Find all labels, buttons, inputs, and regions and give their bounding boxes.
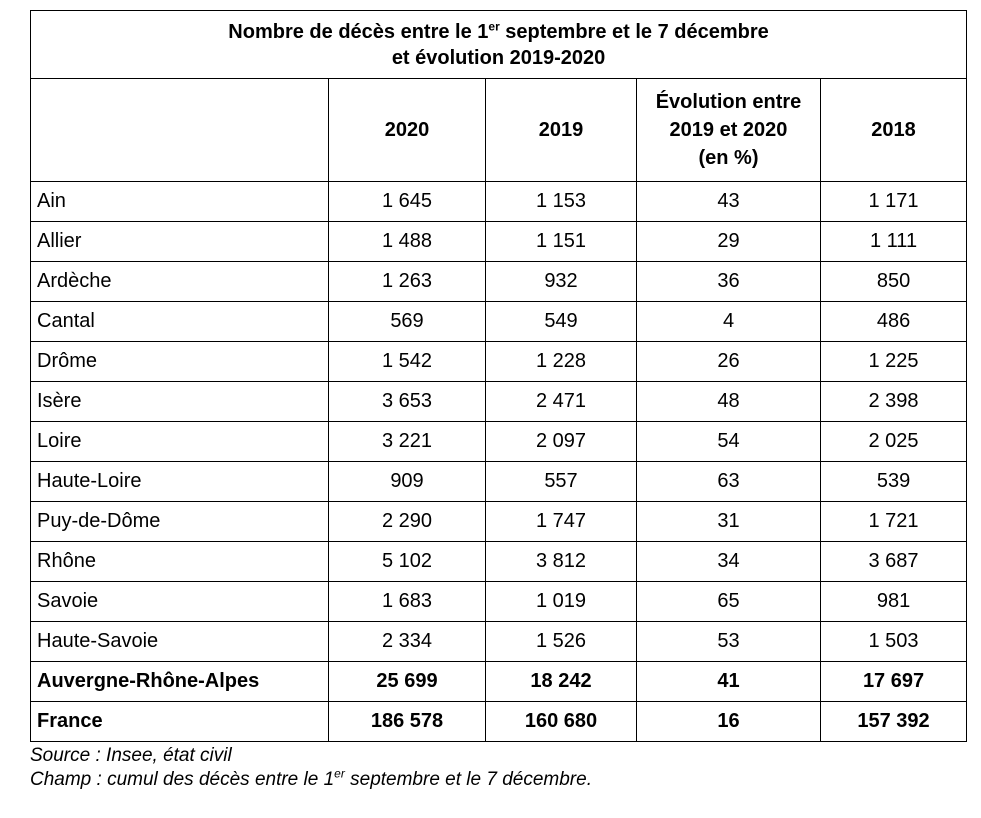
table-row: Allier 1 488 1 151 29 1 111 — [30, 221, 968, 262]
table-cell: 1 151 — [485, 221, 637, 262]
row-label: Rhône — [30, 541, 329, 582]
row-label: Cantal — [30, 301, 329, 342]
row-label: Isère — [30, 381, 329, 422]
table-cell: 1 747 — [485, 501, 637, 542]
deaths-table: Nombre de décès entre le 1er septembre e… — [29, 10, 968, 742]
table-cell: 53 — [636, 621, 821, 662]
table-cell: 486 — [819, 301, 968, 342]
table-cell: 4 — [636, 301, 821, 342]
header-2018: 2018 — [819, 78, 968, 182]
table-cell: 557 — [485, 461, 637, 502]
table-title: Nombre de décès entre le 1er septembre e… — [29, 10, 968, 79]
table-cell: 1 542 — [328, 341, 486, 382]
table-cell: 2 290 — [328, 501, 486, 542]
table-row: Cantal 569 549 4 486 — [30, 301, 968, 342]
table-cell: 1 228 — [485, 341, 637, 382]
row-label: Ardèche — [30, 261, 329, 302]
table-body: Ain 1 645 1 153 43 1 171 Allier 1 488 1 151 29 1 … — [30, 181, 968, 742]
table-cell: 16 — [636, 701, 821, 742]
total-row: Auvergne-Rhône-Alpes 25 699 18 242 41 17 697 — [30, 661, 968, 702]
table-row: Ardèche 1 263 932 36 850 — [30, 261, 968, 302]
table-cell: 3 221 — [328, 421, 486, 462]
table-cell: 549 — [485, 301, 637, 342]
table-cell: 3 653 — [328, 381, 486, 422]
table-cell: 2 097 — [485, 421, 637, 462]
table-cell: 25 699 — [328, 661, 486, 702]
table-cell: 160 680 — [485, 701, 637, 742]
header-evolution: Évolution entre 2019 et 2020 (en %) — [636, 78, 821, 182]
table-cell: 63 — [636, 461, 821, 502]
table-cell: 1 153 — [485, 181, 637, 222]
table-row: Savoie 1 683 1 019 65 981 — [30, 581, 968, 622]
table-cell: 3 687 — [819, 541, 968, 582]
table-cell: 1 503 — [819, 621, 968, 662]
table-cell: 54 — [636, 421, 821, 462]
table-cell: 2 025 — [819, 421, 968, 462]
table-cell: 2 398 — [819, 381, 968, 422]
table-cell: 850 — [819, 261, 968, 302]
table-cell: 932 — [485, 261, 637, 302]
table-cell: 1 645 — [328, 181, 486, 222]
source-note: Source : Insee, état civil — [30, 745, 232, 766]
table-notes: Source : Insee, état civil Champ : cumul… — [30, 744, 592, 792]
table-cell: 186 578 — [328, 701, 486, 742]
table-cell: 65 — [636, 581, 821, 622]
row-label: Puy-de-Dôme — [30, 501, 329, 542]
row-label: Auvergne-Rhône-Alpes — [30, 661, 329, 702]
row-label: Savoie — [30, 581, 329, 622]
table-row: Drôme 1 542 1 228 26 1 225 — [30, 341, 968, 382]
table-cell: 1 225 — [819, 341, 968, 382]
table-cell: 2 471 — [485, 381, 637, 422]
row-label: France — [30, 701, 329, 742]
table-cell: 1 721 — [819, 501, 968, 542]
table-row: Puy-de-Dôme 2 290 1 747 31 1 721 — [30, 501, 968, 542]
table-cell: 43 — [636, 181, 821, 222]
table-cell: 1 488 — [328, 221, 486, 262]
row-label: Allier — [30, 221, 329, 262]
table-row: Haute-Savoie 2 334 1 526 53 1 503 — [30, 621, 968, 662]
table-cell: 31 — [636, 501, 821, 542]
row-label: Ain — [30, 181, 329, 222]
row-label: Haute-Loire — [30, 461, 329, 502]
table-row: Loire 3 221 2 097 54 2 025 — [30, 421, 968, 462]
table-cell: 1 171 — [819, 181, 968, 222]
table-cell: 26 — [636, 341, 821, 382]
table-cell: 981 — [819, 581, 968, 622]
header-2019: 2019 — [485, 78, 637, 182]
header-blank — [30, 78, 329, 182]
table-cell: 1 683 — [328, 581, 486, 622]
table-cell: 48 — [636, 381, 821, 422]
table-cell: 3 812 — [485, 541, 637, 582]
table-row: Rhône 5 102 3 812 34 3 687 — [30, 541, 968, 582]
table-row: Isère 3 653 2 471 48 2 398 — [30, 381, 968, 422]
total-row: France 186 578 160 680 16 157 392 — [30, 701, 968, 742]
table-cell: 41 — [636, 661, 821, 702]
table-row: Ain 1 645 1 153 43 1 171 — [30, 181, 968, 222]
table-cell: 1 263 — [328, 261, 486, 302]
champ-note: Champ : cumul des décès entre le 1er sep… — [30, 766, 592, 790]
row-label: Drôme — [30, 341, 329, 382]
row-label: Loire — [30, 421, 329, 462]
table-cell: 157 392 — [819, 701, 968, 742]
table-cell: 18 242 — [485, 661, 637, 702]
table-title-line-2: et évolution 2019-2020 — [391, 46, 606, 69]
table-cell: 1 111 — [819, 221, 968, 262]
table-cell: 909 — [328, 461, 486, 502]
table-cell: 34 — [636, 541, 821, 582]
table-title-line-1: Nombre de décès entre le 1er septembre e… — [228, 18, 769, 43]
table-cell: 5 102 — [328, 541, 486, 582]
table-cell: 2 334 — [328, 621, 486, 662]
table-cell: 36 — [636, 261, 821, 302]
table-cell: 17 697 — [819, 661, 968, 702]
table-cell: 569 — [328, 301, 486, 342]
table-row: Haute-Loire 909 557 63 539 — [30, 461, 968, 502]
table-cell: 539 — [819, 461, 968, 502]
header-row: 2020 2019 Évolution entre 2019 et 2020 (… — [30, 78, 968, 182]
table-cell: 29 — [636, 221, 821, 262]
row-label: Haute-Savoie — [30, 621, 329, 662]
table-cell: 1 019 — [485, 581, 637, 622]
header-2020: 2020 — [328, 78, 486, 182]
table-cell: 1 526 — [485, 621, 637, 662]
